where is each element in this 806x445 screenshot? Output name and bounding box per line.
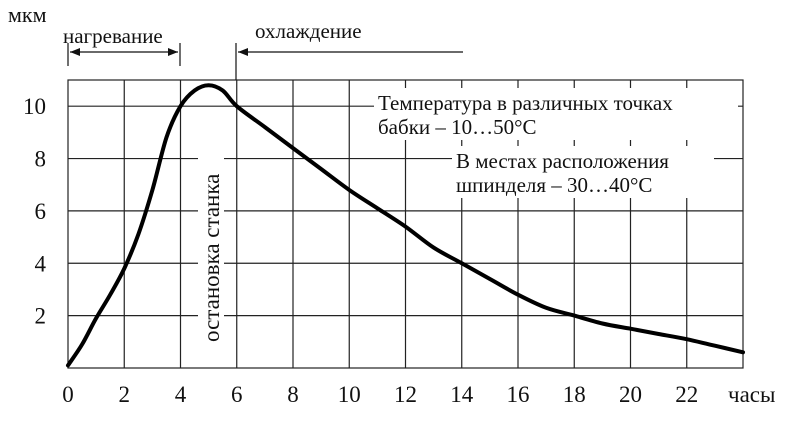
note-spindle-line1: В местах расположения xyxy=(456,149,669,173)
note-temperature-line1: Температура в различных точках xyxy=(378,91,673,115)
x-tick-label: 20 xyxy=(619,382,642,407)
x-tick-label: 8 xyxy=(287,382,299,407)
cooling-arrow-head xyxy=(238,48,248,56)
note-spindle-backdrop xyxy=(452,146,714,198)
y-tick-label: 10 xyxy=(23,94,46,119)
x-tick-label: 2 xyxy=(119,382,131,407)
stop-label-backdrop xyxy=(198,112,224,344)
cooling-label: охлаждение xyxy=(255,19,362,43)
x-axis-label: часы xyxy=(728,382,775,407)
x-axis-tick-labels: 0 2 4 6 8 10 12 14 16 18 20 22 xyxy=(62,382,698,407)
y-tick-label: 2 xyxy=(35,304,47,329)
x-tick-label: 10 xyxy=(338,382,361,407)
y-tick-label: 4 xyxy=(35,251,47,276)
note-temperature-line2: бабки – 10…50°С xyxy=(378,115,537,139)
heating-arrow-left-head xyxy=(70,48,80,56)
y-tick-label: 8 xyxy=(35,147,47,172)
note-temperature-backdrop xyxy=(374,88,738,140)
x-tick-label: 14 xyxy=(450,382,474,407)
x-tick-label: 12 xyxy=(394,382,417,407)
note-spindle-line2: шпинделя – 30…40°С xyxy=(456,173,652,197)
y-tick-label: 6 xyxy=(35,199,47,224)
heating-arrow-right-head xyxy=(168,48,178,56)
x-tick-label: 22 xyxy=(675,382,698,407)
x-tick-label: 16 xyxy=(507,382,530,407)
x-tick-label: 0 xyxy=(62,382,74,407)
machine-stop-label: остановка станка xyxy=(199,174,224,342)
y-axis-label: мкм xyxy=(8,2,47,27)
y-axis-tick-labels: 2 4 6 8 10 xyxy=(23,94,47,328)
deformation-curve xyxy=(66,83,745,368)
x-tick-label: 4 xyxy=(175,382,187,407)
heating-label: нагревание xyxy=(63,24,163,48)
x-tick-label: 18 xyxy=(563,382,586,407)
x-tick-label: 6 xyxy=(231,382,243,407)
